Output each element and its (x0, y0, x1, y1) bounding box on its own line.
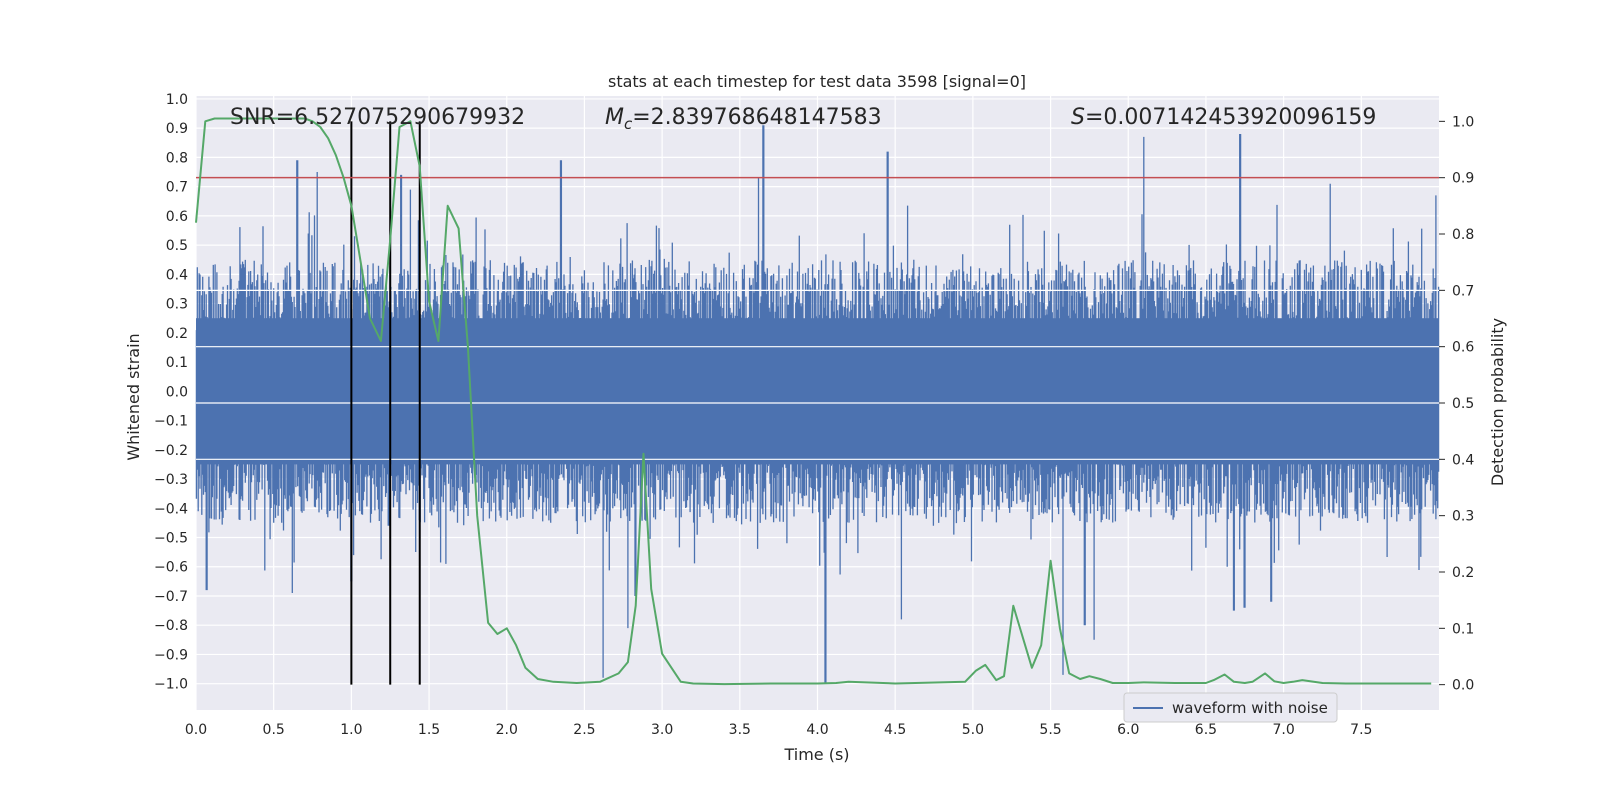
mc-subscript: c (624, 115, 633, 133)
strain-series (195, 125, 1440, 684)
legend: waveform with noise (1123, 692, 1338, 723)
x-tick-label: 4.5 (884, 722, 906, 738)
mc-value: =2.839768648147583 (632, 105, 881, 130)
s-value: =0.007142453920096159 (1085, 105, 1376, 130)
chirp-mass-annotation: Mc=2.839768648147583 (605, 105, 882, 133)
detection-probability-line (195, 117, 1432, 686)
y-left-tick-label: −0.6 (154, 560, 188, 576)
y-left-tick-label: −0.5 (154, 530, 188, 546)
y-left-tick-label: −0.3 (154, 472, 188, 488)
y-left-tick-label: −0.7 (154, 589, 188, 605)
chart-title: stats at each timestep for test data 359… (608, 72, 1026, 91)
legend-label: waveform with noise (1172, 699, 1328, 717)
x-tick-label: 4.0 (806, 722, 828, 738)
x-tick-label: 7.0 (1272, 722, 1294, 738)
vertical-markers (350, 121, 421, 685)
y-left-tick-label: 0.7 (166, 180, 188, 196)
y-left-tick-label: 0.9 (166, 121, 188, 137)
y-left-tick-label: 0.8 (166, 150, 188, 166)
y-right-tick-label: 0.6 (1452, 340, 1474, 356)
x-tick-label: 7.5 (1350, 722, 1372, 738)
x-axis-label: Time (s) (783, 745, 849, 764)
y-left-tick-label: −0.4 (154, 501, 188, 517)
x-tick-label: 1.5 (418, 722, 440, 738)
y-left-tick-label: −0.2 (154, 443, 188, 459)
y-axis-label-right: Detection probability (1488, 318, 1507, 486)
y-left-tick-label: −0.1 (154, 414, 188, 430)
y-left-tick-label: 1.0 (166, 92, 188, 108)
y-left-tick-label: −1.0 (154, 677, 188, 693)
y-left-tick-label: 0.6 (166, 209, 188, 225)
y-right-tick-label: 0.5 (1452, 396, 1474, 412)
y-left-tick-label: −0.8 (154, 618, 188, 634)
y-left-tick-label: 0.4 (166, 267, 188, 283)
x-tick-label: 6.0 (1117, 722, 1139, 738)
x-tick-label: 6.5 (1195, 722, 1217, 738)
y-left-tick-label: 0.3 (166, 297, 188, 313)
y-right-tick-label: 1.0 (1452, 114, 1474, 130)
legend-box (1123, 692, 1338, 723)
x-tick-label: 1.0 (340, 722, 362, 738)
x-tick-label: 5.0 (962, 722, 984, 738)
snr-annotation: SNR=6.527075290679932 (230, 105, 525, 130)
x-tick-label: 3.5 (729, 722, 751, 738)
y-left-tick-label: 0.0 (166, 384, 188, 400)
s-symbol: S (1071, 105, 1085, 130)
s-annotation: S=0.007142453920096159 (1071, 105, 1376, 130)
strain-core (196, 318, 1439, 465)
y-right-tick-label: 0.2 (1452, 565, 1474, 581)
y-axis-label-left: Whitened strain (124, 333, 143, 460)
x-tick-label: 3.0 (651, 722, 673, 738)
y-right-tick-label: 0.9 (1452, 171, 1474, 187)
y-right-tick-label: 0.4 (1452, 452, 1474, 468)
x-tick-label: 0.5 (263, 722, 285, 738)
probability-series (195, 117, 1432, 686)
tick-labels: 1.0 0.9 0.8 0.7 0.6 0.5 0.4 0.3 0.2 0.1 0.0 −0.1 −0.… (154, 92, 1474, 738)
y-right-tick-label: 0.3 (1452, 509, 1474, 525)
y-right-tick-label: 0.8 (1452, 227, 1474, 243)
y-right-tick-label: 0.1 (1452, 621, 1474, 637)
x-tick-label: 2.0 (496, 722, 518, 738)
mc-symbol: M (605, 105, 624, 130)
y-left-tick-label: 0.1 (166, 355, 188, 371)
y-right-tick-label: 0.0 (1452, 678, 1474, 694)
x-tick-label: 5.5 (1039, 722, 1061, 738)
x-tick-label: 0.0 (185, 722, 207, 738)
x-tick-label: 2.5 (573, 722, 595, 738)
y-left-tick-label: −0.9 (154, 647, 188, 663)
y-left-tick-label: 0.5 (166, 238, 188, 254)
y-right-tick-label: 0.7 (1452, 283, 1474, 299)
y-left-tick-label: 0.2 (166, 326, 188, 342)
